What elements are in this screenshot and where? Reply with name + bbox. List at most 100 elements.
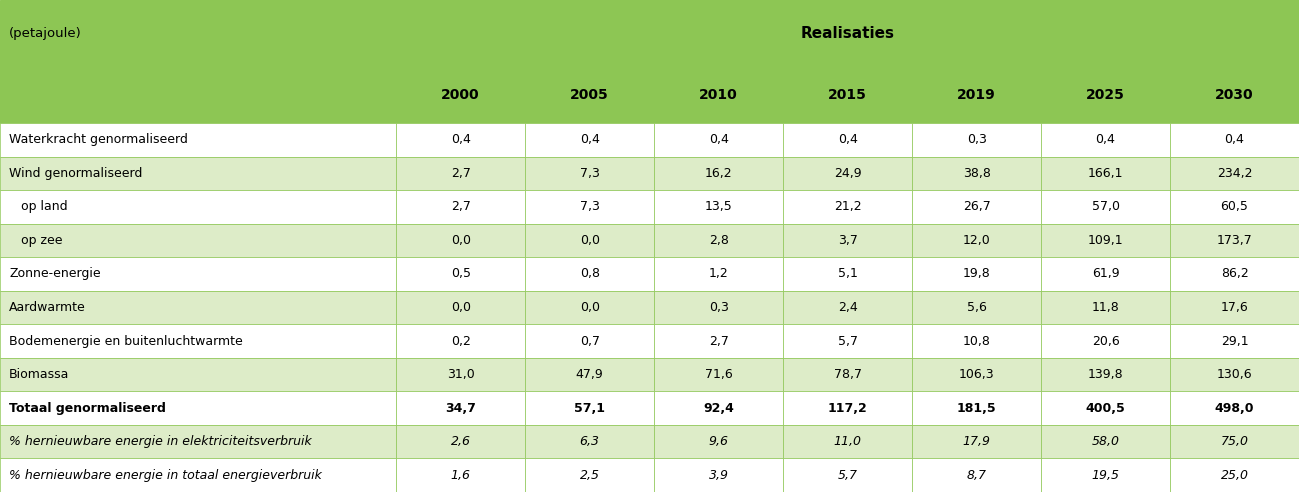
Bar (1170, 66, 1299, 123)
Text: 181,5: 181,5 (957, 401, 996, 415)
Bar (396, 156, 525, 190)
Text: 31,0: 31,0 (447, 368, 474, 381)
Text: 0,0: 0,0 (451, 301, 470, 314)
Text: 11,8: 11,8 (1091, 301, 1120, 314)
Text: 400,5: 400,5 (1086, 401, 1125, 415)
Text: 9,6: 9,6 (709, 435, 729, 448)
Bar (1170, 291, 1299, 324)
Text: 0,4: 0,4 (1095, 133, 1116, 146)
Text: % hernieuwbare energie in elektriciteitsverbruik: % hernieuwbare energie in elektriciteits… (9, 435, 312, 448)
Bar (783, 257, 912, 291)
Text: 57,0: 57,0 (1091, 200, 1120, 214)
Text: 75,0: 75,0 (1221, 435, 1248, 448)
Bar (1170, 257, 1299, 291)
Text: 5,6: 5,6 (966, 301, 986, 314)
Text: 78,7: 78,7 (834, 368, 861, 381)
Bar (655, 425, 783, 459)
Bar (525, 358, 655, 391)
Text: 19,8: 19,8 (963, 268, 990, 280)
Bar (0, 66, 396, 123)
Bar (655, 257, 783, 291)
Text: 0,8: 0,8 (579, 268, 600, 280)
Text: 7,3: 7,3 (579, 167, 600, 180)
Text: 2,6: 2,6 (451, 435, 470, 448)
Bar (0, 459, 396, 492)
Text: 61,9: 61,9 (1091, 268, 1120, 280)
Bar (0, 391, 396, 425)
Text: 29,1: 29,1 (1221, 335, 1248, 347)
Bar (396, 391, 525, 425)
Text: 6,3: 6,3 (579, 435, 600, 448)
Bar (783, 391, 912, 425)
Text: 2,7: 2,7 (709, 335, 729, 347)
Text: 109,1: 109,1 (1087, 234, 1124, 247)
Text: 0,4: 0,4 (838, 133, 857, 146)
Bar (0, 156, 396, 190)
Text: Realisaties: Realisaties (800, 26, 895, 41)
Text: 234,2: 234,2 (1217, 167, 1252, 180)
Text: 38,8: 38,8 (963, 167, 991, 180)
Bar (912, 224, 1040, 257)
Text: 2019: 2019 (957, 88, 996, 102)
Bar (783, 425, 912, 459)
Text: op zee: op zee (9, 234, 62, 247)
Text: 11,0: 11,0 (834, 435, 861, 448)
Text: 0,0: 0,0 (579, 234, 600, 247)
Bar (655, 66, 783, 123)
Bar (912, 291, 1040, 324)
Bar (0, 123, 396, 156)
Bar (655, 358, 783, 391)
Text: 0,4: 0,4 (579, 133, 600, 146)
Text: 2000: 2000 (442, 88, 481, 102)
Bar (0, 425, 396, 459)
Text: op land: op land (9, 200, 68, 214)
Bar (0, 324, 396, 358)
Bar (525, 391, 655, 425)
Bar (912, 257, 1040, 291)
Bar (396, 291, 525, 324)
Bar (655, 156, 783, 190)
Bar (396, 324, 525, 358)
Bar (0, 0, 396, 66)
Bar (525, 291, 655, 324)
Bar (0, 190, 396, 224)
Bar (783, 123, 912, 156)
Bar (525, 257, 655, 291)
Text: 5,1: 5,1 (838, 268, 857, 280)
Bar (396, 358, 525, 391)
Text: 26,7: 26,7 (963, 200, 990, 214)
Text: 0,7: 0,7 (579, 335, 600, 347)
Bar (912, 358, 1040, 391)
Text: 60,5: 60,5 (1221, 200, 1248, 214)
Text: 0,4: 0,4 (451, 133, 470, 146)
Bar (655, 324, 783, 358)
Bar (1170, 391, 1299, 425)
Text: 58,0: 58,0 (1091, 435, 1120, 448)
Bar (1170, 190, 1299, 224)
Bar (783, 66, 912, 123)
Bar (1040, 66, 1170, 123)
Bar (655, 291, 783, 324)
Text: 2005: 2005 (570, 88, 609, 102)
Text: Aardwarmte: Aardwarmte (9, 301, 86, 314)
Bar (0, 257, 396, 291)
Bar (0, 358, 396, 391)
Text: 7,3: 7,3 (579, 200, 600, 214)
Text: 0,0: 0,0 (579, 301, 600, 314)
Bar (783, 358, 912, 391)
Bar (1170, 224, 1299, 257)
Text: 2030: 2030 (1215, 88, 1254, 102)
Bar (396, 224, 525, 257)
Bar (1040, 156, 1170, 190)
Text: Wind genormaliseerd: Wind genormaliseerd (9, 167, 143, 180)
Text: Waterkracht genormaliseerd: Waterkracht genormaliseerd (9, 133, 188, 146)
Text: 117,2: 117,2 (827, 401, 868, 415)
Bar (1170, 358, 1299, 391)
Text: % hernieuwbare energie in totaal energieverbruik: % hernieuwbare energie in totaal energie… (9, 469, 322, 482)
Bar (1040, 391, 1170, 425)
Bar (1040, 224, 1170, 257)
Bar (525, 324, 655, 358)
Text: 2,7: 2,7 (451, 167, 470, 180)
Text: 34,7: 34,7 (446, 401, 477, 415)
Bar (783, 156, 912, 190)
